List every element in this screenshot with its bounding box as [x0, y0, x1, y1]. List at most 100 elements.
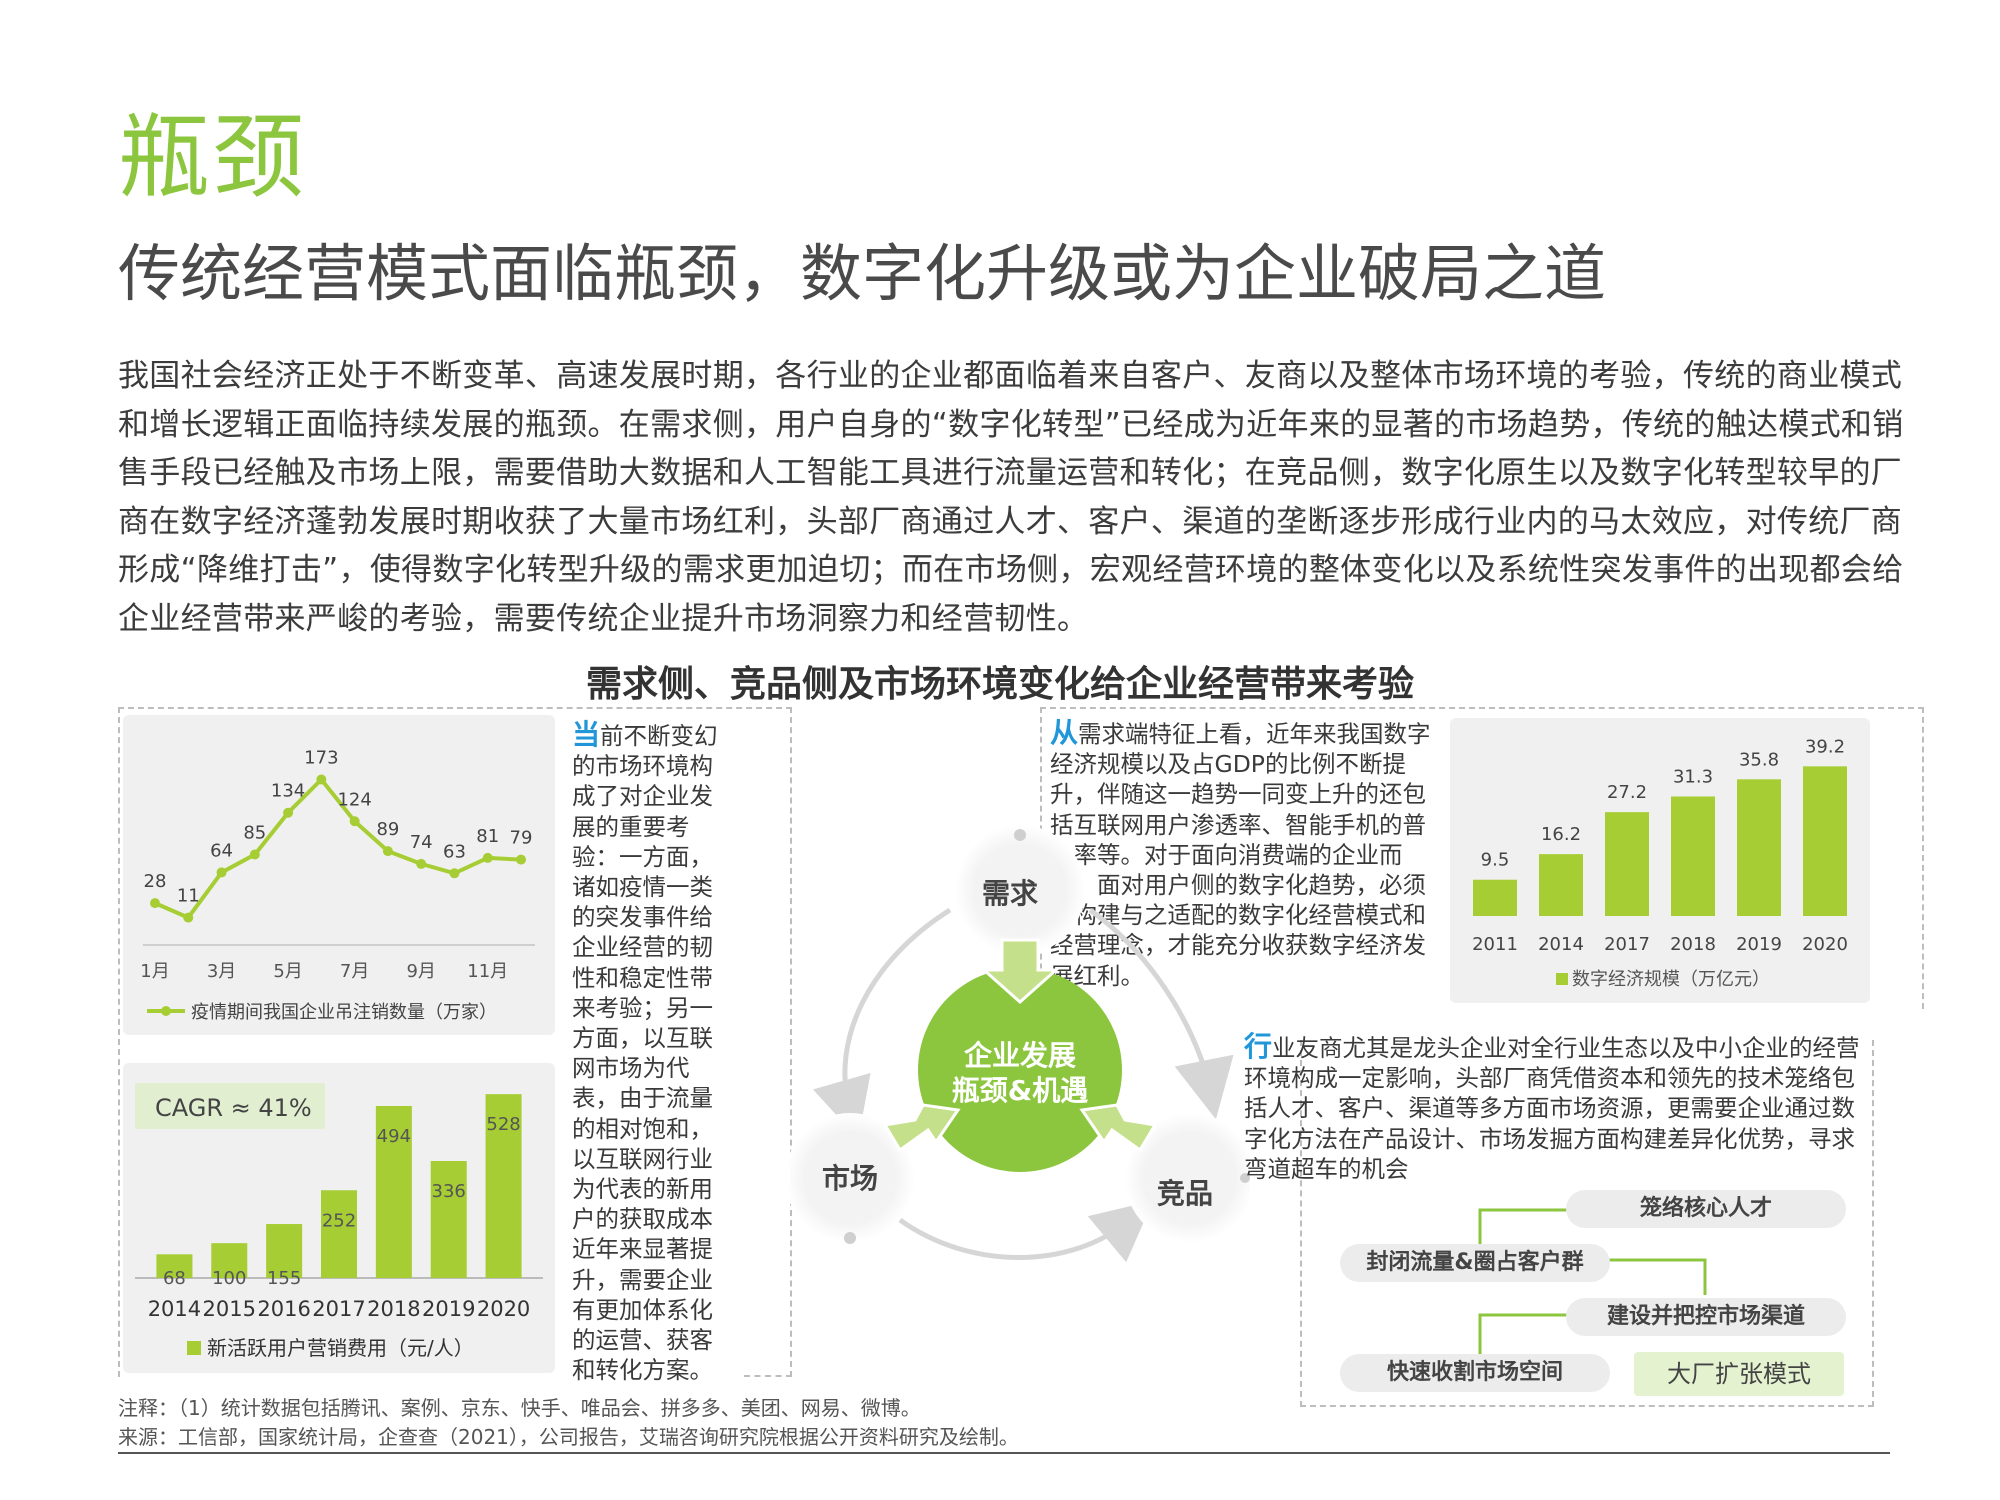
x-tick-label: 2014 [1538, 934, 1584, 955]
data-label: 11 [177, 886, 200, 907]
demand-node [955, 825, 1085, 955]
data-point [482, 852, 493, 863]
data-label: 63 [443, 841, 466, 862]
data-point [349, 816, 360, 827]
series-line [154, 776, 522, 921]
market-label: 市场 [822, 1162, 878, 1195]
figure-title: 需求侧、竞品侧及市场环境变化给企业经营带来考验 [585, 664, 1414, 705]
x-tick-label: 2020 [477, 1297, 530, 1321]
data-label: 79 [510, 828, 533, 849]
data-label: 81 [476, 826, 499, 847]
legend-label: 数字经济规模（万亿元） [1572, 969, 1770, 990]
connector-dot [844, 1232, 856, 1244]
expansion-title: 大厂扩张模式 [1634, 1352, 1844, 1396]
x-tick-label: 2018 [1670, 934, 1716, 955]
bar [1473, 879, 1517, 916]
x-tick-label: 3月 [207, 961, 236, 982]
data-label: 68 [163, 1268, 186, 1289]
data-point [283, 807, 294, 818]
data-label: 64 [210, 840, 233, 861]
legend-label: 疫情期间我国企业吊注销数量（万家） [191, 1002, 497, 1023]
bar [211, 1243, 248, 1278]
data-label: 252 [322, 1210, 356, 1231]
source-note: 来源：工信部，国家统计局，企查查（2021），公司报告，艾瑞咨询研究院根据公开资… [118, 1425, 1019, 1449]
connector-dot [1014, 829, 1026, 841]
legend-swatch [1556, 973, 1568, 985]
expansion-item-traffic: 封闭流量&圈占客户群 [1340, 1244, 1610, 1282]
bar [430, 1161, 467, 1278]
footnote: 注释：（1）统计数据包括腾讯、案例、京东、快手、唯品会、拼多多、美团、网易、微博… [118, 1396, 921, 1420]
center-label-1: 企业发展 [964, 1039, 1076, 1072]
competitor-text-body: 业友商尤其是龙头企业对全行业生态以及中小企业的经营环境构成一定影响，头部厂商凭借… [1244, 1034, 1860, 1183]
market-node [790, 1113, 915, 1243]
competitor-label: 竞品 [1157, 1177, 1213, 1210]
data-label: 85 [243, 823, 266, 844]
expansion-item-harvest: 快速收割市场空间 [1340, 1354, 1610, 1392]
data-label: 494 [377, 1126, 411, 1147]
bar [1737, 779, 1781, 916]
data-label: 16.2 [1541, 824, 1581, 845]
data-point [249, 849, 260, 860]
expansion-item-talent: 笼络核心人才 [1566, 1190, 1846, 1228]
x-tick-label: 1月 [140, 961, 169, 982]
data-label: 9.5 [1481, 850, 1510, 871]
data-point [382, 846, 393, 857]
data-label: 134 [271, 781, 305, 802]
x-tick-label: 7月 [340, 961, 369, 982]
page-headline: 传统经营模式面临瓶颈，数字化升级或为企业破局之道 [118, 237, 1607, 310]
competitor-arrow [1079, 1103, 1158, 1153]
data-label: 74 [410, 832, 433, 853]
data-point [183, 912, 194, 923]
data-label: 27.2 [1607, 782, 1647, 803]
data-point [316, 774, 327, 785]
market-text-frame [744, 707, 792, 1377]
data-point [150, 898, 160, 909]
bar [1605, 812, 1649, 916]
bar [266, 1224, 303, 1278]
data-point [216, 867, 227, 878]
bar [321, 1190, 357, 1278]
expansion-connectors [1478, 1208, 1707, 1355]
demand-label: 需求 [982, 877, 1038, 910]
data-label: 528 [486, 1114, 520, 1135]
data-label: 89 [376, 819, 399, 840]
x-tick-label: 11月 [467, 961, 508, 982]
x-tick-label: 2019 [1736, 934, 1782, 955]
demand-arrow [980, 938, 1060, 1005]
line-chart-panel: 28 11 64 85 134 173 124 89 74 63 81 79 1月 3月 5月 7月 9月 11月… [123, 715, 555, 1035]
demand-text: 从需求端特征上看，近年来我国数字经济规模以及占GDP的比例不断提升，伴随这一趋势… [1050, 717, 1435, 991]
bar [1671, 796, 1715, 916]
competitor-panel-frame [1300, 1040, 1874, 1407]
data-label: 100 [212, 1268, 246, 1289]
x-tick-label: 2016 [257, 1297, 310, 1321]
data-label: 39.2 [1805, 736, 1845, 757]
cycle-diagram: 企业发展 瓶颈&机遇 需求 市场 竞品 [790, 825, 1250, 1263]
market-arrow [882, 1103, 961, 1153]
bar [1539, 854, 1583, 916]
data-label: 28 [144, 871, 167, 892]
data-label: 155 [267, 1268, 301, 1289]
x-tick-label: 2011 [1472, 934, 1518, 955]
digital-economy-panel: 9.5 2011 16.2 2014 27.2 2017 31.3 2018 35.8 2019 3… [1450, 718, 1870, 1003]
data-label: 173 [304, 747, 338, 768]
connector-dot [1240, 1173, 1250, 1183]
market-text: 当前不断变幻的市场环境构成了对企业发展的重要考验：一方面，诸如疫情一类的突发事件… [572, 719, 730, 1385]
cagr-badge [135, 1083, 325, 1129]
data-point [516, 854, 526, 865]
data-label: 31.3 [1673, 766, 1713, 787]
competitor-node [1125, 1113, 1250, 1243]
market-text-body: 前不断变幻的市场环境构成了对企业发展的重要考验：一方面，诸如疫情一类的突发事件给… [572, 722, 718, 1385]
arc-competitor-to-demand [1088, 907, 1234, 1120]
left-panel-frame [118, 707, 792, 1377]
bar [1803, 766, 1847, 916]
data-label: 336 [432, 1181, 466, 1202]
legend-label: 新活跃用户营销费用（元/人） [207, 1336, 474, 1360]
legend-swatch [187, 1341, 201, 1355]
x-tick-label: 2019 [422, 1297, 475, 1321]
bar [156, 1254, 193, 1278]
data-point [416, 858, 427, 869]
data-point [449, 868, 460, 879]
cost-bar-panel: CAGR ≈ 41% 68 2014 100 2015 155 2016 252 2017 494… [123, 1063, 555, 1373]
arc-market-to-competitor [898, 1200, 1154, 1263]
